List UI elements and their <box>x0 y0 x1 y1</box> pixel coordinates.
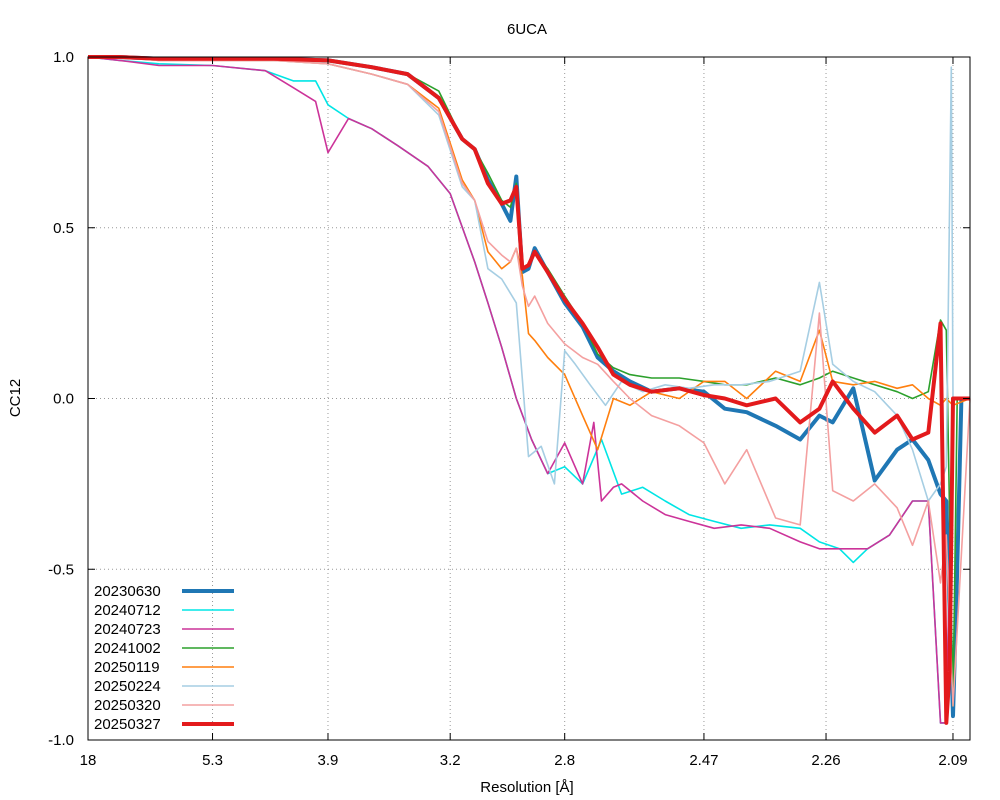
chart-title: 6UCA <box>507 21 547 38</box>
x-tick-label: 2.09 <box>938 752 967 769</box>
y-tick-label: 1.0 <box>53 49 74 66</box>
legend-label: 20230630 <box>94 583 161 600</box>
axis-ticks: 18 5.3 3.9 3.2 2.8 2.47 2.26 2.09 1.0 0.5 0.0 -0.5 -… <box>48 49 970 769</box>
series-line-20250320 <box>88 56 971 707</box>
y-axis-label: CC12 <box>7 379 24 417</box>
x-tick-label: 2.8 <box>554 752 575 769</box>
y-tick-label: 0.5 <box>53 220 74 237</box>
legend-label: 20240723 <box>94 621 161 638</box>
x-tick-label: 2.47 <box>689 752 718 769</box>
grid <box>87 57 970 740</box>
x-tick-label: 2.26 <box>811 752 840 769</box>
legend: 20230630 20240712 20240723 20241002 20250119… <box>94 583 234 733</box>
y-tick-label: -1.0 <box>48 732 74 749</box>
x-axis-label: Resolution [Å] <box>480 779 573 796</box>
x-tick-label: 3.2 <box>440 752 461 769</box>
y-tick-label: 0.0 <box>53 391 74 408</box>
legend-label: 20250327 <box>94 716 161 733</box>
legend-label: 20250320 <box>94 697 161 714</box>
series-line-20250327 <box>88 55 970 725</box>
x-tick-label: 5.3 <box>202 752 223 769</box>
series-line-20240723 <box>87 56 970 724</box>
legend-label: 20240712 <box>94 602 161 619</box>
data-lines <box>87 55 971 725</box>
x-tick-label: 18 <box>80 752 97 769</box>
y-tick-label: -0.5 <box>48 561 74 578</box>
legend-label: 20250224 <box>94 678 161 695</box>
legend-label: 20241002 <box>94 640 161 657</box>
x-tick-label: 3.9 <box>318 752 339 769</box>
legend-label: 20250119 <box>94 659 160 676</box>
